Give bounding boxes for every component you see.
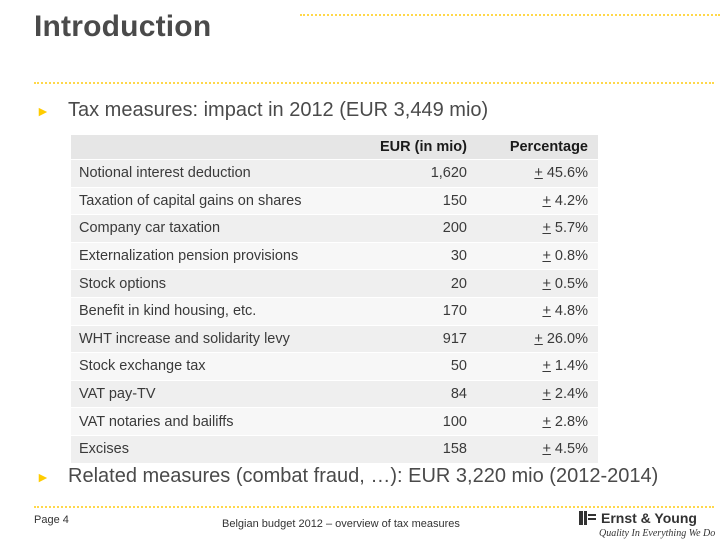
bullet-tax-measures: ► Tax measures: impact in 2012 (EUR 3,44…: [36, 99, 488, 122]
percentage-value: 2.8%: [550, 413, 588, 430]
row-eur: 50: [357, 352, 501, 381]
row-eur: 200: [357, 214, 501, 243]
row-percentage: + 2.4%: [501, 379, 598, 408]
table-row: Excises 158 + 4.5%: [71, 434, 598, 463]
plus-minus-sign: +: [542, 303, 551, 320]
row-percentage: + 1.4%: [501, 352, 598, 381]
header-label: [71, 135, 357, 160]
row-eur: 30: [357, 241, 501, 270]
row-percentage: + 2.8%: [501, 407, 598, 436]
table-row: Stock options 20 + 0.5%: [71, 269, 598, 298]
percentage-value: 26.0%: [542, 330, 588, 347]
triangle-right-icon: ►: [36, 102, 50, 119]
row-label: Notional interest deduction: [71, 159, 357, 188]
row-eur: 917: [357, 324, 501, 353]
plus-minus-sign: +: [534, 330, 543, 347]
table-row: Company car taxation 200 + 5.7%: [71, 214, 598, 243]
plus-minus-sign: +: [542, 413, 551, 430]
title-dotted-rule: [34, 82, 714, 84]
bullet-text: Related measures (combat fraud, …): EUR …: [68, 465, 659, 487]
logo-wordmark: Ernst & Young: [579, 510, 719, 526]
row-percentage: + 26.0%: [501, 324, 598, 353]
percentage-value: 0.8%: [550, 248, 588, 265]
plus-minus-sign: +: [542, 386, 551, 403]
table-row: Notional interest deduction 1,620 + 45.6…: [71, 159, 598, 188]
row-eur: 158: [357, 434, 501, 463]
bullet-related-measures: ► Related measures (combat fraud, …): EU…: [36, 465, 658, 488]
row-label: Benefit in kind housing, etc.: [71, 296, 357, 326]
logo-tagline: Quality In Everything We Do: [599, 528, 716, 539]
row-percentage: + 45.6%: [501, 159, 598, 188]
row-eur: 1,620: [357, 159, 501, 188]
table-row: VAT notaries and bailiffs 100 + 2.8%: [71, 407, 598, 436]
tax-measures-table: EUR (in mio) Percentage Notional interes…: [71, 135, 598, 463]
row-label: Taxation of capital gains on shares: [71, 186, 357, 215]
footer-caption: Belgian budget 2012 – overview of tax me…: [222, 518, 460, 530]
row-eur: 84: [357, 379, 501, 408]
row-percentage: + 0.5%: [501, 269, 598, 298]
footer-dotted-rule: [34, 506, 714, 508]
table-header-row: EUR (in mio) Percentage: [71, 135, 598, 160]
table-row: VAT pay-TV 84 + 2.4%: [71, 379, 598, 408]
table-row: Taxation of capital gains on shares 150 …: [71, 186, 598, 215]
percentage-value: 5.7%: [550, 220, 588, 237]
row-percentage: + 4.8%: [501, 296, 598, 326]
row-percentage: + 4.2%: [501, 186, 598, 215]
plus-minus-sign: +: [542, 358, 551, 375]
table-row: Stock exchange tax 50 + 1.4%: [71, 352, 598, 381]
table-row: Benefit in kind housing, etc. 170 + 4.8%: [71, 296, 598, 326]
header-eur: EUR (in mio): [357, 135, 501, 160]
plus-minus-sign: +: [542, 248, 551, 265]
row-label: Excises: [71, 434, 357, 463]
row-percentage: + 0.8%: [501, 241, 598, 270]
row-label: Stock exchange tax: [71, 352, 357, 381]
page-number: Page 4: [34, 514, 69, 526]
percentage-value: 45.6%: [542, 165, 588, 182]
triangle-right-icon: ►: [36, 468, 50, 485]
ey-mark-icon: [579, 511, 596, 525]
row-label: Company car taxation: [71, 214, 357, 243]
percentage-value: 0.5%: [550, 275, 588, 292]
table-row: Externalization pension provisions 30 + …: [71, 241, 598, 270]
plus-minus-sign: +: [534, 165, 543, 182]
row-percentage: + 5.7%: [501, 214, 598, 243]
logo-name: Ernst & Young: [601, 510, 697, 526]
row-eur: 170: [357, 296, 501, 326]
plus-minus-sign: +: [542, 441, 551, 458]
plus-minus-sign: +: [542, 192, 551, 209]
percentage-value: 4.5%: [550, 441, 588, 458]
row-label: Externalization pension provisions: [71, 241, 357, 270]
percentage-value: 1.4%: [550, 358, 588, 375]
row-label: VAT notaries and bailiffs: [71, 407, 357, 436]
row-label: VAT pay-TV: [71, 379, 357, 408]
header-percentage: Percentage: [501, 135, 598, 160]
slide-title: Introduction: [34, 10, 212, 43]
row-eur: 150: [357, 186, 501, 215]
plus-minus-sign: +: [542, 275, 551, 292]
row-eur: 100: [357, 407, 501, 436]
ernst-young-logo: Ernst & Young Quality In Everything We D…: [579, 510, 719, 539]
percentage-value: 2.4%: [550, 386, 588, 403]
row-label: Stock options: [71, 269, 357, 298]
percentage-value: 4.8%: [550, 303, 588, 320]
bullet-text: Tax measures: impact in 2012 (EUR 3,449 …: [68, 99, 489, 121]
top-dotted-rule: [300, 14, 720, 16]
row-label: WHT increase and solidarity levy: [71, 324, 357, 353]
percentage-value: 4.2%: [550, 192, 588, 209]
plus-minus-sign: +: [542, 220, 551, 237]
row-eur: 20: [357, 269, 501, 298]
row-percentage: + 4.5%: [501, 434, 598, 463]
table-row: WHT increase and solidarity levy 917 + 2…: [71, 324, 598, 353]
